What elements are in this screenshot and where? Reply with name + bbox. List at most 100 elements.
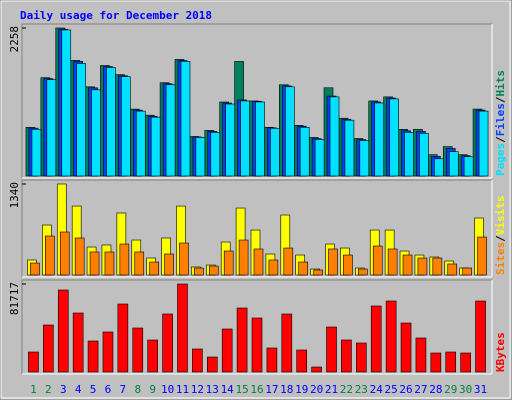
bar (462, 267, 472, 276)
bar (225, 103, 235, 177)
legend-entry: Visits (494, 196, 507, 236)
bar (30, 262, 40, 276)
y-tick-label: 81717 (8, 282, 21, 315)
x-tick-label: 30 (459, 383, 472, 396)
legend-separator: / (494, 96, 507, 103)
bar (432, 257, 443, 276)
x-tick-label: 16 (250, 383, 263, 396)
bar (311, 366, 322, 373)
bar (402, 254, 413, 276)
bar (445, 351, 457, 373)
bar (180, 61, 191, 177)
x-tick-label: 15 (235, 383, 248, 396)
bar (192, 348, 203, 373)
x-tick-label: 4 (75, 383, 82, 396)
x-tick-label: 3 (60, 383, 67, 396)
legend-entry: Pages (494, 143, 507, 176)
bar (296, 349, 308, 373)
x-tick-label: 13 (206, 383, 219, 396)
bar (89, 251, 100, 276)
x-tick-label: 29 (444, 383, 457, 396)
bar (72, 312, 84, 373)
x-tick-label: 7 (120, 383, 127, 396)
bar (313, 269, 323, 276)
bar (164, 253, 174, 276)
bar (389, 98, 399, 177)
bar (387, 248, 398, 276)
bar (343, 254, 353, 276)
bar (448, 151, 459, 177)
bar (314, 139, 325, 177)
bar (106, 67, 116, 177)
x-tick-label: 22 (340, 383, 353, 396)
bar (74, 237, 85, 276)
legend-entry: Files (494, 103, 507, 136)
bar (117, 303, 129, 373)
x-tick-label: 20 (310, 383, 323, 396)
legend-entry: Hits (494, 70, 507, 97)
bar (135, 110, 146, 177)
bar (285, 86, 295, 177)
bar (255, 101, 265, 177)
x-tick-label: 9 (149, 383, 156, 396)
bar (430, 352, 442, 373)
bar (385, 300, 397, 373)
bar (417, 257, 428, 276)
bar (194, 267, 204, 276)
bar (45, 235, 55, 276)
x-tick-label: 10 (161, 383, 174, 396)
x-tick-label: 11 (176, 383, 189, 396)
x-tick-label: 25 (385, 383, 398, 396)
bar (283, 247, 294, 276)
bar (165, 84, 176, 177)
x-tick-label: 18 (280, 383, 293, 396)
legend-entry: Sites (494, 242, 507, 275)
legend-entry: KBytes (494, 332, 507, 372)
bar (419, 133, 429, 177)
x-tick-label: 17 (265, 383, 278, 396)
bar (329, 96, 340, 177)
bar (475, 300, 486, 373)
x-tick-label: 5 (90, 383, 97, 396)
bar (102, 331, 114, 373)
bar (238, 239, 249, 276)
bar (266, 347, 278, 373)
bar (400, 322, 412, 373)
bar (121, 76, 131, 177)
legend-separator: / (494, 136, 507, 143)
bar (356, 342, 367, 373)
bar (104, 251, 115, 276)
bar (206, 356, 218, 373)
x-tick-label: 31 (474, 383, 487, 396)
x-tick-label: 12 (191, 383, 204, 396)
bar (91, 89, 101, 177)
bar (240, 100, 250, 177)
bar (328, 248, 338, 276)
bar (298, 261, 309, 276)
bar (460, 352, 471, 373)
bar (147, 339, 158, 373)
legend-separator: / (494, 235, 507, 242)
legend: Pages/Files/Hits (494, 70, 507, 176)
bar (28, 351, 39, 373)
bar (253, 248, 264, 276)
bar (76, 63, 86, 177)
bar (162, 313, 173, 373)
bar (477, 236, 487, 276)
legend: Sites/Visits (494, 196, 507, 276)
bar (478, 110, 489, 177)
bar (270, 128, 280, 177)
bar (57, 289, 69, 373)
bar (463, 156, 474, 177)
bar (31, 129, 42, 177)
bar (326, 326, 337, 373)
bar (87, 340, 99, 373)
bar (251, 317, 263, 373)
bar (177, 283, 188, 373)
bar (374, 102, 385, 177)
bar (208, 265, 219, 276)
bar (281, 313, 293, 373)
bar (132, 327, 144, 373)
x-tick-label: 26 (399, 383, 412, 396)
